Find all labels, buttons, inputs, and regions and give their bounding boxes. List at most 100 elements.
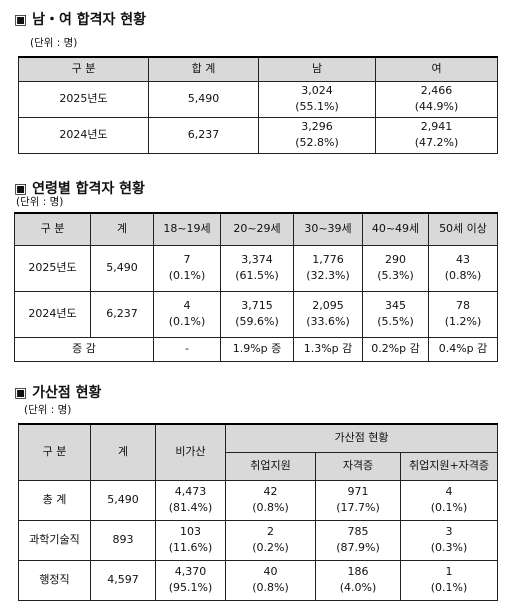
cell-line: (0.8%) <box>252 581 289 594</box>
table-cell: 과학기술직 <box>18 519 91 561</box>
section-title: ▣ 가산점 현황 <box>14 385 102 401</box>
header-cell: 40~49세 <box>362 212 429 246</box>
table-cell: 1.9%p 증 <box>220 336 294 362</box>
cell-line: 4,473 <box>174 485 207 498</box>
table-cell: 0.4%p 감 <box>428 336 498 362</box>
table-cell: 2,095 (33.6%) <box>293 290 363 338</box>
header-row: 구 분 계 비가산 가산점 현황 <box>18 423 499 481</box>
table-row: 2025년도 5,490 3,024 (55.1%) 2,466 (44.9%) <box>18 80 498 118</box>
header-cell: 남 <box>258 56 376 82</box>
table-cell: 43 (0.8%) <box>428 244 498 292</box>
table-cell: 78 (1.2%) <box>428 290 498 338</box>
table-row: 행정직 4,597 4,370 (95.1%) 40 (0.8%) 186 (4.0%) 1 (0… <box>18 559 499 601</box>
table-cell: 4 (0.1%) <box>153 290 221 338</box>
cell-line: 78 <box>456 299 470 312</box>
table-cell: 5,490 <box>148 80 259 118</box>
table-cell: 6,237 <box>90 290 154 338</box>
table-cell: 2,466 (44.9%) <box>375 80 498 118</box>
table: 구 분 계 비가산 가산점 현황 취업지원 자격증 취업지원+자격증 총 계 5,490 4,47… <box>18 423 499 601</box>
table-cell: 4,473 (81.4%) <box>155 479 226 521</box>
cell-line: 290 <box>385 253 406 266</box>
cell-line: 4 <box>183 299 191 312</box>
table-cell: 2,941 (47.2%) <box>375 116 498 154</box>
cell-line: 186 <box>347 565 369 578</box>
header-cell: 구 분 <box>18 423 91 481</box>
table-cell: 2024년도 <box>18 116 149 154</box>
header-cell: 18~19세 <box>153 212 221 246</box>
unit-note: (단위 : 명) <box>30 37 78 49</box>
cell-line: 42 <box>263 485 278 498</box>
table-cell: 증 감 <box>14 336 154 362</box>
table-row: 총 계 5,490 4,473 (81.4%) 42 (0.8%) 971 (17.7%) 4 (… <box>18 479 499 521</box>
cell-line: 4 <box>445 485 453 498</box>
table-cell: 4 (0.1%) <box>399 479 499 521</box>
table-cell: 3 (0.3%) <box>399 519 499 561</box>
table-cell: 3,024 (55.1%) <box>258 80 376 118</box>
table-cell: 345 (5.5%) <box>362 290 429 338</box>
cell-line: (87.9%) <box>336 541 380 554</box>
cell-line: (0.1%) <box>430 581 468 594</box>
header-cell: 취업지원 <box>225 451 316 481</box>
header-cell: 계 <box>90 212 154 246</box>
cell-line: (0.8%) <box>444 269 482 282</box>
cell-line: (17.7%) <box>336 501 380 514</box>
cell-line: (61.5%) <box>235 269 279 282</box>
table: 구 분 계 18~19세 20~29세 30~39세 40~49세 50세 이상 2025년도… <box>14 212 498 362</box>
table-cell: 1.3%p 감 <box>293 336 363 362</box>
table-cell: 186 (4.0%) <box>315 559 401 601</box>
cell-line: (0.3%) <box>430 541 468 554</box>
header-cell: 비가산 <box>155 423 226 481</box>
table-row: 2024년도 6,237 3,296 (52.8%) 2,941 (47.2%) <box>18 116 498 154</box>
cell-line: (0.1%) <box>168 315 206 328</box>
table-cell: 1 (0.1%) <box>399 559 499 601</box>
cell-line: 3,296 <box>301 120 333 133</box>
cell-line: (95.1%) <box>168 581 213 594</box>
cell-line: (59.6%) <box>235 315 279 328</box>
cell-line: 2,095 <box>312 299 344 312</box>
cell-line: (33.6%) <box>306 315 350 328</box>
cell-line: (0.1%) <box>430 501 468 514</box>
cell-line: 3 <box>445 525 453 538</box>
table-row: 증 감 -1.9%p 증 1.3%p 감 0.2%p 감 0.4%p 감 <box>14 336 498 362</box>
cell-line: (0.8%) <box>252 501 289 514</box>
table-cell: 785 (87.9%) <box>315 519 401 561</box>
cell-line: (4.0%) <box>339 581 377 594</box>
cell-line: 7 <box>183 253 191 266</box>
header-cell: 계 <box>90 423 156 481</box>
cell-line: 43 <box>456 253 470 266</box>
cell-line: (1.2%) <box>444 315 482 328</box>
cell-line: (55.1%) <box>295 100 339 113</box>
table-cell: 290 (5.3%) <box>362 244 429 292</box>
table-cell: 2 (0.2%) <box>225 519 316 561</box>
table-row: 2025년도 5,490 7 (0.1%) 3,374 (61.5%) 1,776 (32.3… <box>14 244 498 292</box>
table-cell: 5,490 <box>90 244 154 292</box>
header-cell: 자격증 <box>315 451 401 481</box>
table-cell: 4,370 (95.1%) <box>155 559 226 601</box>
cell-line: 1 <box>445 565 453 578</box>
header-cell: 여 <box>375 56 498 82</box>
header-cell: 구 분 <box>18 56 149 82</box>
cell-line: 345 <box>385 299 406 312</box>
cell-line: 3,715 <box>241 299 273 312</box>
table-cell: 3,715 (59.6%) <box>220 290 294 338</box>
header-cell: 합 계 <box>148 56 259 82</box>
table-cell: 0.2%p 감 <box>362 336 429 362</box>
unit-note: (단위 : 명) <box>16 196 64 208</box>
table-cell: 총 계 <box>18 479 91 521</box>
table-cell: 103 (11.6%) <box>155 519 226 561</box>
header-cell: 30~39세 <box>293 212 363 246</box>
cell-line: 1,776 <box>312 253 344 266</box>
table-cell: 1,776 (32.3%) <box>293 244 363 292</box>
cell-line: 785 <box>347 525 369 538</box>
table-cell: 2025년도 <box>18 80 149 118</box>
table-cell: 42 (0.8%) <box>225 479 316 521</box>
table-cell: 행정직 <box>18 559 91 601</box>
cell-line: (81.4%) <box>168 501 213 514</box>
cell-line: 971 <box>347 485 369 498</box>
header-row: 취업지원 자격증 취업지원+자격증 <box>19 451 499 481</box>
cell-line: (5.3%) <box>377 269 414 282</box>
cell-line: 103 <box>180 525 201 538</box>
cell-line: 2,466 <box>420 84 453 97</box>
